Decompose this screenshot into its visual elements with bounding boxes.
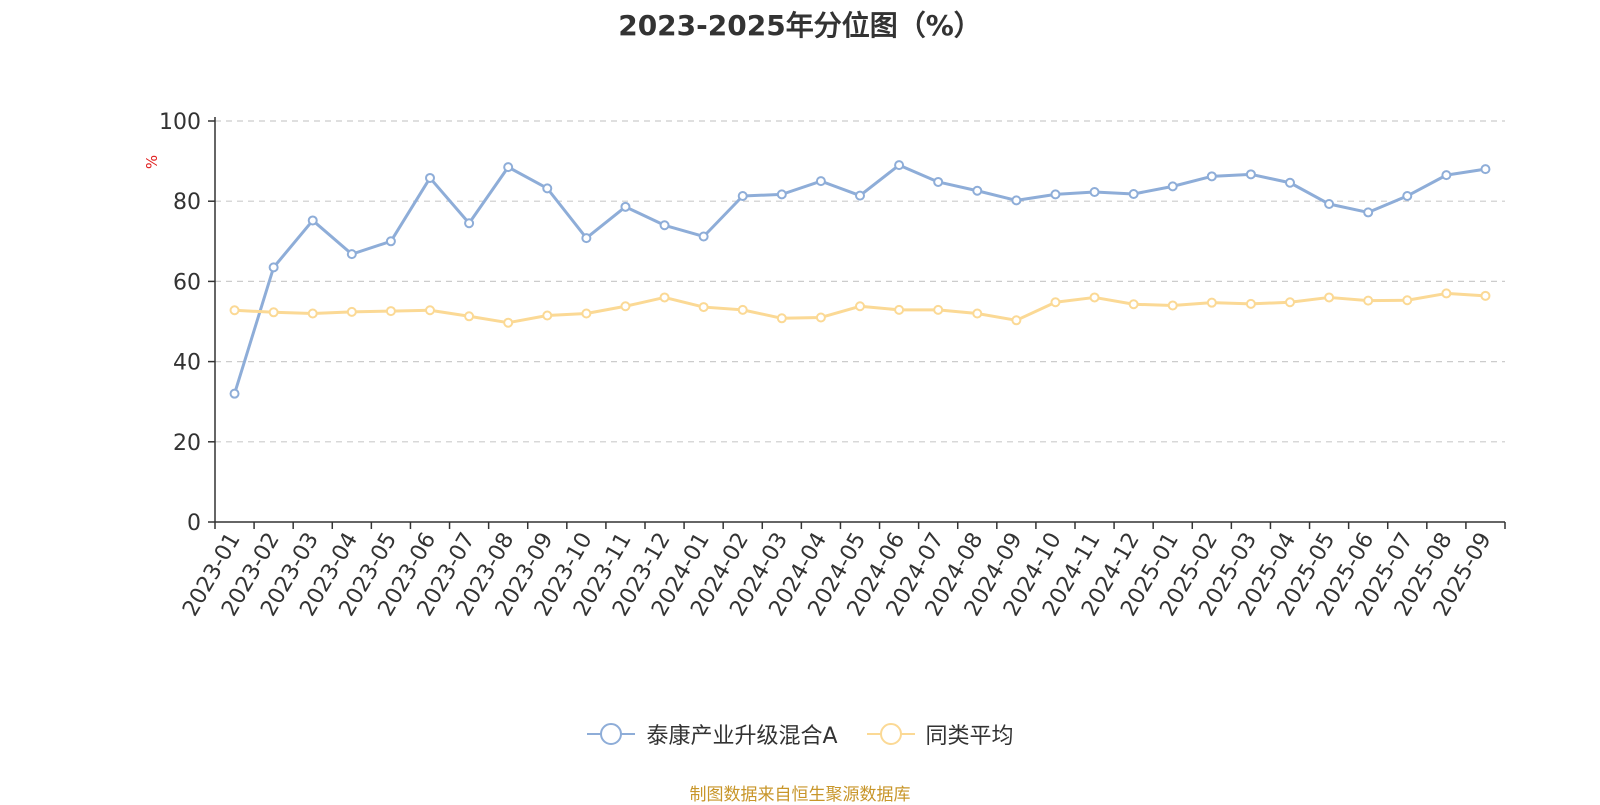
data-point-series-2[interactable] [1402, 295, 1413, 306]
data-point-series-2[interactable] [1245, 298, 1256, 309]
y-tick-label: 60 [173, 270, 201, 295]
data-point-series-1[interactable] [425, 172, 435, 183]
data-point-series-2[interactable] [1324, 292, 1335, 303]
data-point-series-2[interactable] [1050, 297, 1061, 308]
data-point-series-1[interactable] [1363, 207, 1374, 218]
data-point-series-2[interactable] [1167, 300, 1178, 311]
legend-swatch-series-1-icon [587, 723, 636, 745]
data-point-series-1[interactable] [659, 220, 670, 231]
data-point-series-1[interactable] [698, 231, 709, 242]
data-point-series-1[interactable] [581, 233, 592, 244]
data-point-series-2[interactable] [1089, 292, 1100, 303]
data-point-series-2[interactable] [425, 305, 435, 316]
data-point-series-2[interactable] [698, 302, 709, 313]
data-point-series-2[interactable] [972, 308, 983, 319]
data-point-series-1[interactable] [1245, 169, 1256, 180]
data-point-series-1[interactable] [1324, 199, 1335, 210]
data-point-series-1[interactable] [620, 201, 631, 212]
data-point-series-2[interactable] [229, 305, 240, 316]
data-point-series-1[interactable] [776, 189, 787, 200]
data-point-series-2[interactable] [542, 310, 553, 321]
y-tick-label: 100 [159, 110, 201, 135]
data-point-series-2[interactable] [1285, 297, 1295, 308]
data-point-series-2[interactable] [815, 312, 826, 323]
y-tick-label: 0 [187, 511, 201, 536]
data-point-series-1[interactable] [385, 236, 396, 247]
data-point-series-1[interactable] [933, 176, 944, 187]
data-point-series-1[interactable] [346, 249, 357, 260]
data-point-series-1[interactable] [815, 176, 826, 187]
data-point-series-2[interactable] [1363, 295, 1374, 306]
y-axis-label: % [143, 155, 161, 169]
legend-swatch-series-2-icon [866, 723, 915, 745]
data-point-series-2[interactable] [894, 304, 905, 315]
data-point-series-2[interactable] [307, 308, 318, 319]
data-point-series-2[interactable] [1480, 290, 1491, 301]
data-point-series-2[interactable] [776, 313, 787, 324]
data-point-series-1[interactable] [894, 160, 905, 171]
data-point-series-2[interactable] [346, 306, 357, 317]
y-tick-label: 20 [173, 431, 201, 456]
legend-label-series-2: 同类平均 [925, 724, 1014, 749]
data-point-series-1[interactable] [1089, 186, 1100, 197]
legend: 泰康产业升级混合A 同类平均 [0, 718, 1600, 750]
data-point-series-1[interactable] [1128, 188, 1139, 199]
y-tick-label: 80 [173, 190, 201, 215]
data-point-series-1[interactable] [1206, 171, 1217, 182]
data-point-series-2[interactable] [855, 301, 865, 312]
data-point-series-2[interactable] [503, 317, 514, 328]
legend-item-series-2[interactable]: 同类平均 [866, 718, 1014, 750]
data-point-series-2[interactable] [385, 306, 396, 317]
data-point-series-2[interactable] [737, 304, 748, 315]
data-point-series-1[interactable] [1441, 170, 1452, 181]
data-point-series-1[interactable] [855, 190, 865, 201]
data-point-series-1[interactable] [229, 388, 240, 399]
data-point-series-1[interactable] [307, 215, 318, 226]
data-point-series-2[interactable] [659, 292, 670, 303]
data-point-series-1[interactable] [268, 262, 279, 273]
data-point-series-2[interactable] [268, 307, 279, 318]
legend-item-series-1[interactable]: 泰康产业升级混合A [586, 718, 838, 750]
data-point-series-1[interactable] [503, 162, 514, 173]
data-point-series-2[interactable] [620, 301, 631, 312]
data-point-series-1[interactable] [1167, 181, 1178, 192]
data-point-series-1[interactable] [1011, 195, 1022, 206]
data-point-series-1[interactable] [1402, 190, 1413, 201]
data-point-series-1[interactable] [1480, 164, 1491, 175]
source-note: 制图数据来自恒生聚源数据库 [689, 785, 911, 805]
data-point-series-1[interactable] [972, 185, 983, 196]
chart-title: 2023-2025年分位图（%） [618, 9, 982, 42]
data-point-series-1[interactable] [542, 183, 553, 194]
data-point-series-2[interactable] [464, 311, 475, 322]
data-point-series-2[interactable] [1128, 299, 1139, 310]
data-point-series-1[interactable] [737, 190, 748, 201]
data-point-series-2[interactable] [581, 308, 592, 319]
series [229, 160, 1491, 399]
data-point-series-1[interactable] [1050, 189, 1061, 200]
grid-lines [215, 120, 1505, 443]
y-tick-label: 40 [173, 351, 201, 376]
data-point-series-2[interactable] [1441, 288, 1452, 299]
data-point-series-1[interactable] [1285, 177, 1295, 188]
data-point-series-2[interactable] [933, 304, 944, 315]
legend-label-series-1: 泰康产业升级混合A [646, 724, 838, 749]
data-point-series-2[interactable] [1206, 297, 1217, 308]
data-point-series-1[interactable] [464, 218, 475, 229]
data-point-series-2[interactable] [1011, 315, 1022, 326]
